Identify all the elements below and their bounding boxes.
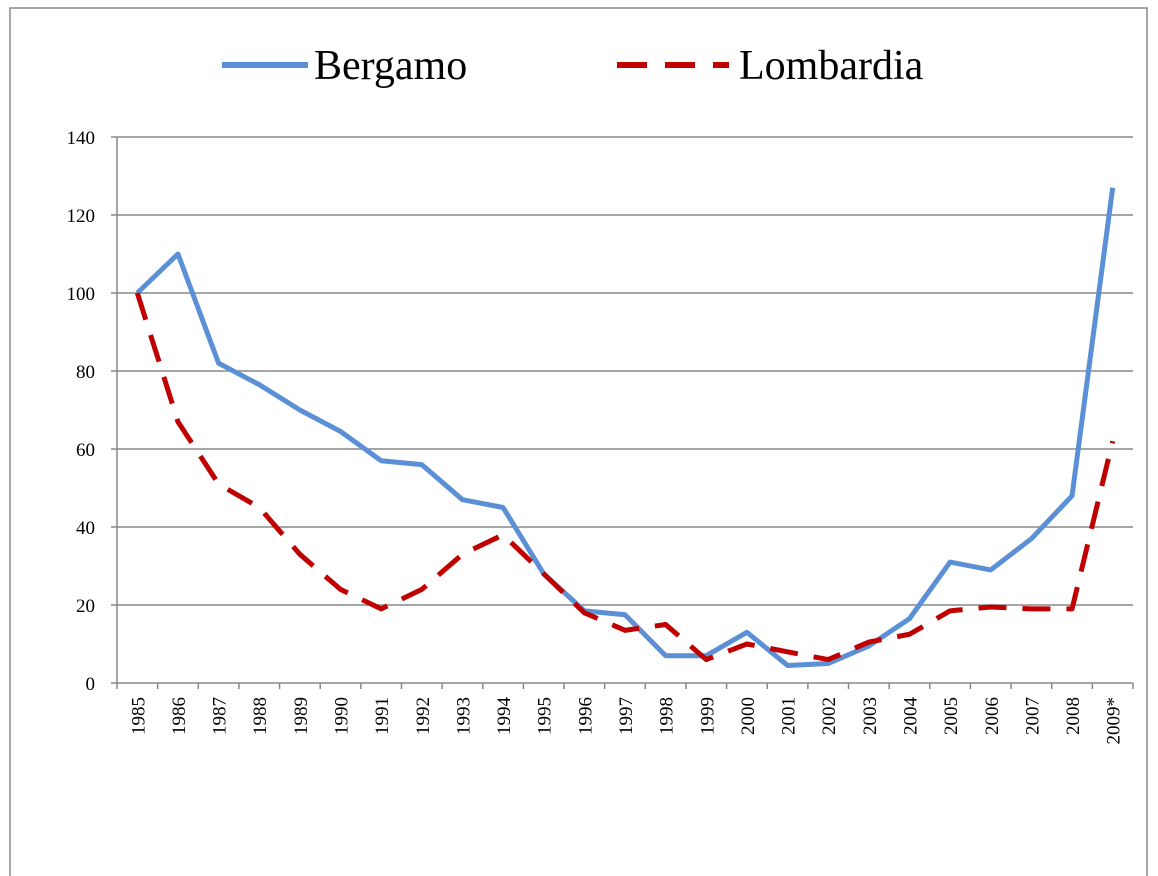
x-tick-label: 1999 [697,697,718,735]
x-tick-label: 2005 [941,697,962,735]
x-tick-label: 1994 [494,697,515,736]
x-tick-label: 2002 [819,697,840,735]
legend-label: Bergamo [314,43,467,89]
x-tick-label: 1996 [575,697,596,735]
series-line [135,187,1116,668]
x-tick-label: 2000 [738,697,759,735]
x-tick-label: 1991 [372,697,393,735]
x-tick-label: 2008 [1063,697,1084,735]
x-tick-label: 2009* [1104,697,1125,745]
legend-label: Lombardia [739,43,924,89]
x-tick-label: 1990 [332,697,353,735]
series-line [134,292,1116,663]
y-tick-label: 60 [76,440,95,461]
x-tick-label: 1995 [535,697,556,735]
y-tick-label: 80 [76,362,95,383]
x-tick-label: 1985 [128,697,149,735]
x-tick-label: 1987 [210,697,231,735]
y-tick-label: 20 [76,596,95,617]
x-tick-label: 1989 [291,697,312,735]
x-tick-label: 1998 [657,697,678,735]
y-tick-label: 140 [67,128,96,149]
y-tick-label: 40 [76,518,95,539]
x-tick-label: 1986 [169,697,190,735]
x-tick-label: 2006 [982,697,1003,735]
y-tick-label: 120 [67,206,96,227]
x-tick-label: 1992 [413,697,434,735]
y-tick-label: 0 [86,674,96,695]
chart-frame [9,7,1148,876]
y-tick-label: 100 [67,284,96,305]
x-tick-label: 2003 [860,697,881,735]
x-tick-label: 1988 [250,697,271,735]
x-tick-label: 2001 [779,697,800,735]
x-tick-label: 2004 [900,697,921,736]
x-tick-label: 1997 [616,697,637,735]
x-tick-label: 2007 [1022,697,1043,735]
x-tick-label: 1993 [453,697,474,735]
